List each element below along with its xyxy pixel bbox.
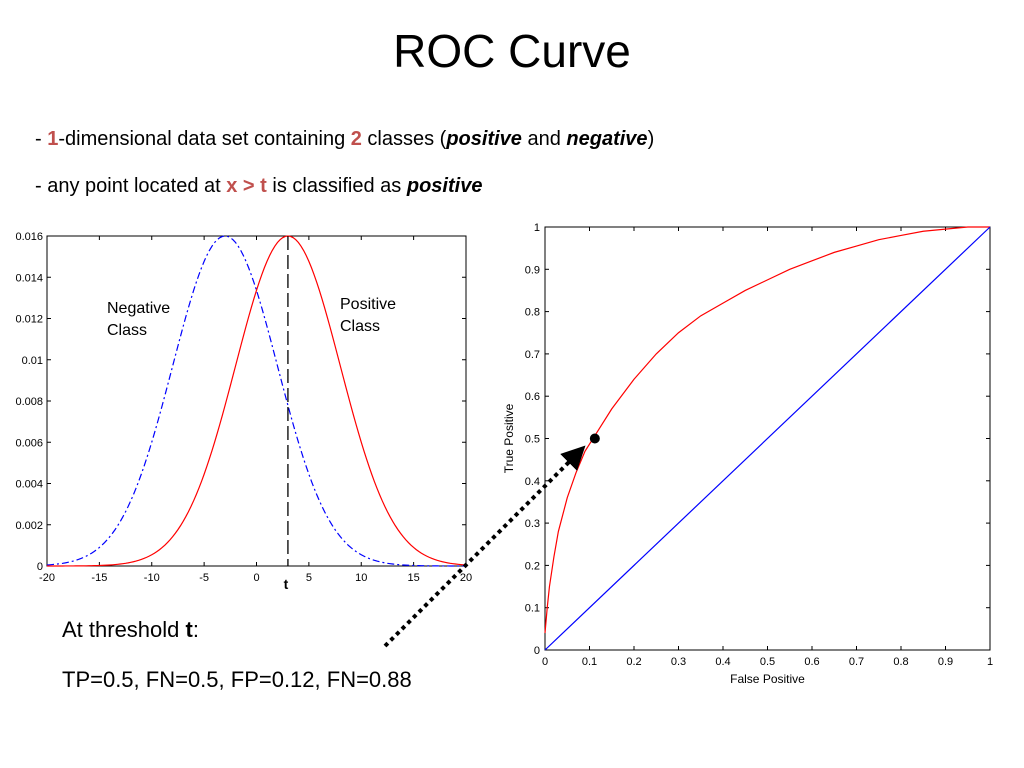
y-tick-label: 0.6 — [525, 391, 540, 403]
y-tick-label: 0.5 — [525, 434, 540, 446]
plot-frame — [46, 235, 467, 567]
threshold-results: TP=0.5, FN=0.5, FP=0.12, FN=0.88 — [62, 667, 412, 692]
y-tick-label: 0 — [37, 561, 43, 573]
y-tick-label: 1 — [534, 222, 540, 234]
negative-class-label: Negative — [107, 300, 170, 317]
positive-class-label: Positive — [340, 296, 396, 313]
y-tick-label: 0.9 — [525, 264, 540, 276]
bullet1-text2: classes ( — [361, 128, 447, 150]
x-axis-label: False Positive — [730, 672, 805, 686]
y-tick-label: 0.1 — [525, 603, 540, 615]
positive-class-label-line2: Class — [340, 318, 380, 335]
x-tick-label: -10 — [144, 572, 160, 584]
bullet2-condition: x > t — [226, 175, 267, 197]
bullet-data-description: - 1-dimensional data set containing 2 cl… — [35, 128, 654, 151]
y-tick-label: 0.016 — [15, 231, 43, 243]
y-tick-label: 0.8 — [525, 307, 540, 319]
bullet2-positive: positive — [406, 175, 483, 197]
x-tick-label: 5 — [306, 572, 312, 584]
bullet1-dimension-number: 1 — [47, 128, 59, 150]
bullet1-class-count: 2 — [350, 128, 362, 150]
x-tick-label: 0.5 — [760, 656, 775, 668]
x-tick-label: 0.7 — [849, 656, 864, 668]
x-tick-label: 0 — [542, 656, 548, 668]
roc-curve — [544, 226, 990, 634]
roc-chart: 0 0.1 0.2 0.3 0.4 0.5 0.6 0.7 0.8 0.9 1 0 0.1 0.2 0.3 0… — [502, 222, 993, 686]
y-tick-label: 0 — [534, 645, 540, 657]
x-tick-label: -20 — [39, 572, 55, 584]
bullet1-text1: -dimensional data set containing — [58, 128, 351, 150]
y-axis-label: True Positive — [502, 403, 516, 473]
negative-class-label-line2: Class — [107, 322, 147, 339]
negative-class-curve — [46, 235, 466, 567]
x-tick-label: 0.9 — [938, 656, 953, 668]
y-tick-label: 0.006 — [15, 437, 43, 449]
x-tick-label: 0 — [253, 572, 259, 584]
y-tick-label: 0.7 — [525, 349, 540, 361]
bullet2-text1: - any point located at — [35, 175, 227, 197]
y-tick-label: 0.2 — [525, 560, 540, 572]
x-tick-label: -5 — [199, 572, 209, 584]
bullet1-close: ) — [647, 128, 655, 150]
x-tick-label: -15 — [91, 572, 107, 584]
x-tick-label: 1 — [987, 656, 993, 668]
y-tick-label: 0.4 — [525, 476, 540, 488]
x-tick-label: 15 — [408, 572, 420, 584]
threshold-colon: : — [192, 617, 199, 642]
y-tick-label: 0.3 — [525, 518, 540, 530]
y-tick-label: 0.014 — [15, 272, 43, 284]
y-tick-label: 0.008 — [15, 396, 43, 408]
bullet1-and: and — [521, 128, 567, 150]
x-tick-label: 0.1 — [582, 656, 597, 668]
y-tick-label: 0.004 — [15, 479, 43, 491]
threshold-t: t — [185, 617, 193, 642]
diagonal-curve — [544, 226, 991, 651]
y-tick-label: 0.012 — [15, 314, 43, 326]
threshold-arrow — [383, 445, 586, 648]
x-tick-label: 20 — [460, 572, 472, 584]
x-tick-label: 0.2 — [626, 656, 641, 668]
positive-class-curve — [47, 235, 467, 567]
threshold-heading: At threshold t: — [62, 617, 199, 643]
y-tick-label: 0.01 — [22, 355, 43, 367]
threshold-text: At threshold — [62, 617, 186, 642]
x-tick-label: 0.8 — [893, 656, 908, 668]
operating-point — [589, 433, 600, 444]
bullet2-text2: is classified as — [266, 175, 407, 197]
x-tick-label: 0.4 — [715, 656, 730, 668]
bullet1-positive: positive — [446, 128, 522, 150]
y-tick-label: 0.002 — [15, 520, 43, 532]
x-tick-label: 0.3 — [671, 656, 686, 668]
bullet-classification-rule: - any point located at x > t is classifi… — [35, 175, 482, 198]
x-tick-label: 0.6 — [804, 656, 819, 668]
x-tick-label: 10 — [355, 572, 367, 584]
slide-title: ROC Curve — [393, 25, 631, 77]
bullet1-dash: - — [35, 128, 48, 150]
distribution-chart: -20 -15 -10 -5 0 5 10 15 20 0 0.002 0.004 0.006 0.008… — [15, 231, 472, 592]
dotted-arrow — [383, 445, 586, 648]
threshold-label: t — [284, 576, 289, 592]
bullet1-negative: negative — [566, 128, 648, 150]
